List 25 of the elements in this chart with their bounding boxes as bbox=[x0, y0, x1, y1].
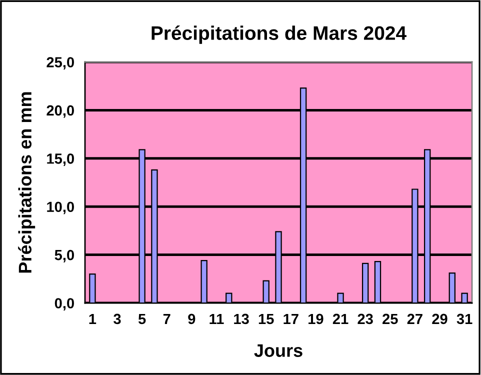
x-tick-label: 17 bbox=[284, 314, 298, 324]
x-tick-label: 31 bbox=[456, 314, 472, 324]
y-tick-label: 25,0 bbox=[46, 57, 74, 70]
x-tick-label: 23 bbox=[358, 314, 373, 324]
x-tick-label: 21 bbox=[332, 314, 348, 324]
x-tick-label: 11 bbox=[210, 314, 224, 324]
x-tick-label: 1 bbox=[89, 314, 96, 324]
x-tick-label: 19 bbox=[308, 314, 324, 324]
x-tick-label: 7 bbox=[163, 314, 170, 324]
x-tick-label: 15 bbox=[258, 314, 274, 324]
y-tick-label: 10,0 bbox=[47, 202, 74, 214]
x-tick-label: 3 bbox=[114, 314, 121, 324]
x-tick-label: 5 bbox=[138, 314, 146, 324]
y-tick-label: 20,0 bbox=[46, 105, 74, 118]
x-tick-label: 27 bbox=[407, 314, 422, 324]
x-tick-label: 25 bbox=[382, 314, 398, 324]
x-tick-label: 29 bbox=[432, 314, 448, 324]
x-axis-title: Jours bbox=[254, 344, 302, 357]
y-tick-label: 5,0 bbox=[54, 250, 74, 262]
y-tick-label: 15,0 bbox=[47, 154, 74, 166]
y-tick-label: 0,0 bbox=[54, 298, 74, 311]
x-tick-label: 13 bbox=[234, 314, 249, 324]
chart-title: Précipitations de Mars 2024 bbox=[152, 26, 406, 44]
y-axis-title: Précipitations en mm bbox=[18, 92, 36, 273]
x-tick-label: 9 bbox=[188, 314, 196, 324]
